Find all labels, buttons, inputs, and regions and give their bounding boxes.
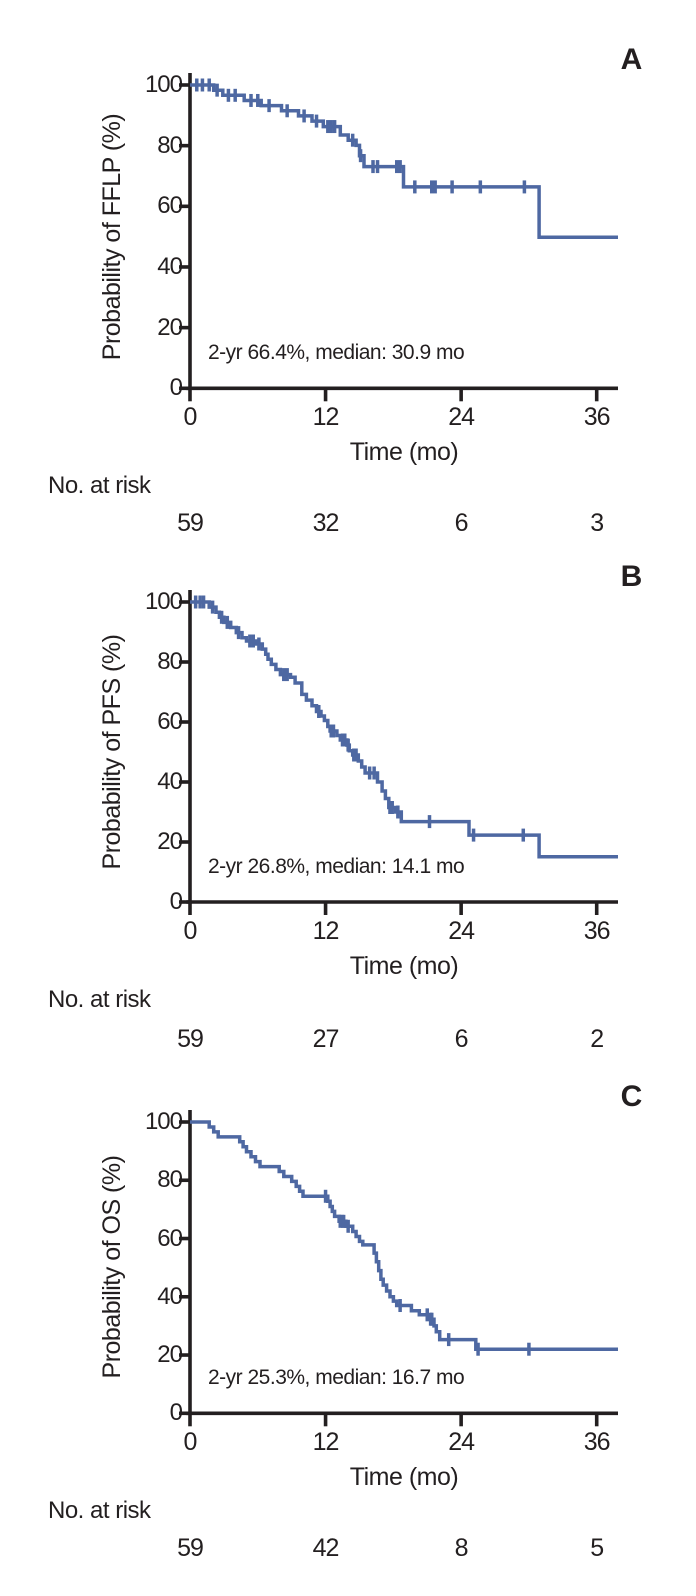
- y-tick-label: 100: [144, 1108, 183, 1135]
- y-tick-label: 20: [157, 1341, 183, 1369]
- x-tick-label: 12: [312, 403, 340, 431]
- km-curve: [190, 83, 618, 240]
- x-tick-label: 0: [183, 917, 198, 945]
- x-axis-title-a: Time (mo): [349, 438, 459, 466]
- y-tick-label: 0: [169, 888, 183, 915]
- x-tick-label: 36: [583, 403, 611, 431]
- y-tick-label: 20: [157, 313, 183, 341]
- no-at-risk-label-a: No. at risk: [48, 472, 151, 499]
- annotation-b: 2-yr 26.8%, median: 14.1 mo: [208, 855, 465, 878]
- y-tick-label: 60: [157, 708, 183, 735]
- x-tick-label: 12: [312, 1428, 340, 1456]
- y-tick-label: 100: [144, 588, 183, 615]
- risk-count: 6: [454, 1025, 469, 1053]
- x-tick-label: 0: [183, 403, 198, 431]
- panel-label-a: A: [620, 43, 643, 76]
- annotation-c: 2-yr 25.3%, median: 16.7 mo: [208, 1366, 465, 1389]
- x-axis-title-c: Time (mo): [349, 1463, 459, 1491]
- y-tick-label: 80: [157, 131, 183, 159]
- y-tick-label: 0: [169, 374, 183, 402]
- y-tick-label: 60: [157, 192, 183, 220]
- x-tick-label: 24: [448, 917, 475, 945]
- y-tick-label: 0: [169, 1399, 183, 1427]
- y-tick-label: 100: [144, 71, 183, 98]
- risk-count: 6: [454, 509, 469, 537]
- y-tick-label: 20: [157, 828, 183, 855]
- risk-count: 5: [590, 1534, 604, 1562]
- x-tick-label: 36: [583, 1428, 611, 1456]
- x-tick-label: 36: [583, 917, 611, 945]
- km-curve: [190, 600, 618, 859]
- x-tick-label: 12: [312, 917, 340, 945]
- x-tick-label: 0: [183, 1428, 198, 1456]
- y-tick-label: 40: [157, 1282, 183, 1310]
- y-tick-label: 60: [157, 1224, 183, 1252]
- x-axis-title-b: Time (mo): [349, 952, 459, 980]
- risk-count: 27: [312, 1025, 340, 1053]
- risk-count: 59: [177, 509, 204, 537]
- risk-count: 32: [312, 509, 340, 537]
- panel-label-b: B: [620, 560, 643, 593]
- km-curve: [190, 1120, 618, 1351]
- risk-count: 59: [177, 1025, 204, 1053]
- y-tick-label: 40: [157, 252, 183, 280]
- no-at-risk-label-b: No. at risk: [48, 986, 151, 1013]
- risk-count: 42: [312, 1534, 340, 1562]
- panel-label-c: C: [620, 1080, 643, 1113]
- risk-count: 59: [177, 1534, 204, 1562]
- y-tick-label: 40: [157, 768, 183, 795]
- x-tick-label: 24: [448, 1428, 475, 1456]
- y-tick-label: 80: [157, 648, 183, 675]
- risk-count: 3: [590, 509, 604, 537]
- risk-count: 2: [590, 1025, 604, 1053]
- x-tick-label: 24: [448, 403, 475, 431]
- y-tick-label: 80: [157, 1166, 183, 1194]
- annotation-a: 2-yr 66.4%, median: 30.9 mo: [208, 341, 465, 364]
- risk-count: 8: [454, 1534, 469, 1562]
- no-at-risk-label-c: No. at risk: [48, 1497, 151, 1524]
